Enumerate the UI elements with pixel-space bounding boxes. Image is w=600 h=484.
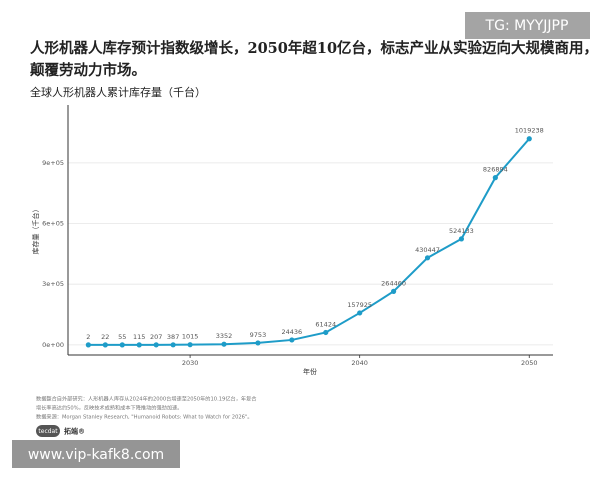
logo-brand: 拓端® [64,427,85,436]
value-label: 264460 [381,279,406,287]
x-tick-label: 2030 [182,359,199,367]
y-tick-label: 6e+05 [42,220,64,228]
footnote-line-1: 数据整合自外部研究：人形机器人库存从2024年的2000台增速至2050年的10… [36,395,257,403]
x-axis-label: 年份 [303,367,317,376]
data-point [102,342,108,348]
data-point [255,340,261,346]
footnote-line-2: 增长率高达约50%，反映技术成熟和成本下降推动的强劲加速。 [36,404,182,412]
data-point [357,310,363,316]
data-point [136,342,142,348]
data-point [458,236,465,242]
y-tick-label: 3e+05 [42,280,64,288]
value-label: 524133 [449,227,474,235]
data-point [424,255,431,261]
value-label: 1019238 [515,127,544,135]
data-point [119,342,125,348]
data-point [170,342,176,348]
x-tick-label: 2040 [351,359,368,367]
x-tick-label: 2050 [521,359,538,367]
chart-title-line-1: 人形机器人库存预计指数级增长，2050年超10亿台，标志产业从实验迈向大规模商用… [30,39,598,57]
data-point [526,136,532,142]
value-label: 2 [86,333,90,341]
value-label: 1015 [182,333,199,341]
value-label: 24436 [282,328,303,336]
chart-title-line-2: 颠覆劳动力市场。 [30,61,146,79]
y-tick-label: 0e+00 [42,341,64,349]
watermark-box [12,440,180,468]
value-label: 430447 [415,246,440,254]
watermark-bottom: www.vip-kafk8.com [28,447,164,463]
data-point [221,341,227,347]
data-point [323,329,329,336]
value-label: 9753 [250,331,267,339]
watermark-box [465,12,590,39]
value-label: 387 [167,333,179,341]
logo-text: tecdat [38,428,58,435]
data-point [390,288,397,294]
footnote-line-3: 数据来源：Morgan Stanley Research, "Humanoid … [36,413,253,421]
data-point [492,175,498,181]
value-label: 207 [150,333,162,341]
value-label: 55 [118,333,126,341]
data-point [289,337,295,343]
value-label: 61424 [315,320,336,328]
value-label: 3352 [216,332,233,340]
value-label: 115 [133,333,145,341]
data-point [85,342,91,348]
value-label: 826894 [483,166,508,174]
y-axis-label: 库存量（千台） [31,206,40,255]
chart-subtitle: 全球人形机器人累计库存量（千台） [30,85,206,99]
y-tick-label: 9e+05 [42,159,64,167]
value-label: 22 [101,333,109,341]
data-point [153,342,159,348]
data-point [187,342,193,348]
value-label: 157925 [347,301,372,309]
watermark-top: TG: MYYJJPP [485,18,569,34]
logo-badge [36,425,60,437]
